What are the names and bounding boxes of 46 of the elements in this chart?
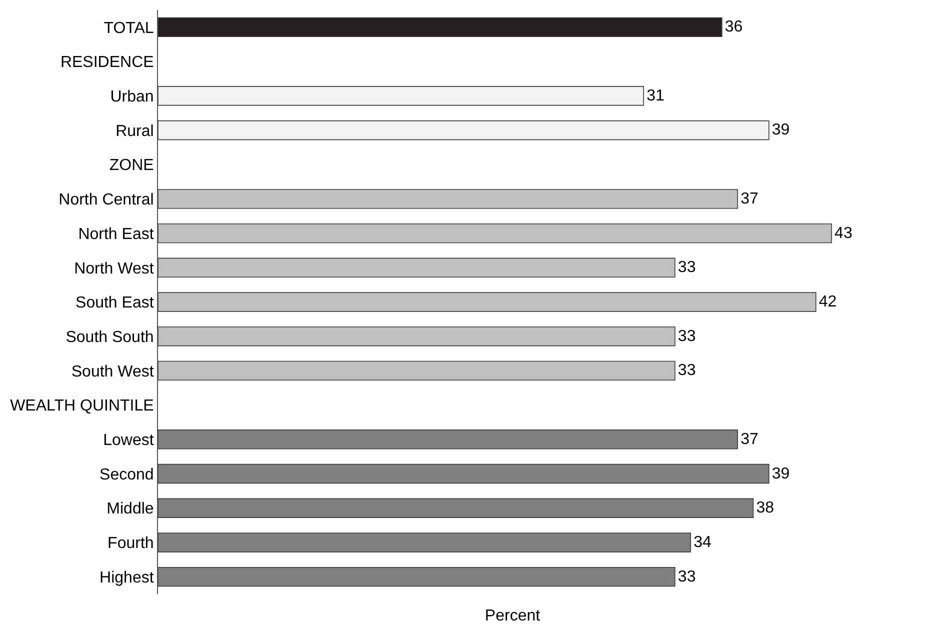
y-tick-label: ZONE [109, 157, 154, 174]
bar [158, 120, 770, 140]
data-label: 42 [818, 294, 837, 310]
y-tick-label: Rural [116, 122, 154, 140]
data-label: 31 [646, 87, 664, 104]
data-label: 34 [694, 534, 712, 551]
x-axis-title: Percent [484, 608, 541, 625]
bar [158, 464, 770, 484]
bar [158, 498, 754, 518]
data-label: 39 [772, 122, 790, 139]
bar [158, 17, 722, 38]
bar [158, 326, 676, 346]
bar [158, 360, 676, 381]
y-tick-label: TOTAL [104, 20, 154, 37]
y-tick-label: South East [76, 294, 154, 312]
bar [158, 292, 816, 312]
bar [158, 223, 832, 244]
bar [158, 258, 676, 278]
y-tick-label: North East [78, 226, 154, 243]
data-label: 33 [678, 568, 696, 586]
data-label: 33 [678, 259, 696, 276]
bar [158, 86, 644, 106]
y-tick-label: Second [100, 466, 154, 484]
data-label: 37 [740, 190, 758, 208]
y-tick-label: Lowest [103, 432, 154, 450]
data-label: 39 [772, 465, 790, 482]
bar [158, 430, 738, 450]
y-tick-label: Urban [110, 88, 154, 106]
data-label: 43 [834, 224, 852, 242]
y-tick-label: South South [66, 328, 154, 346]
data-label: 36 [724, 18, 743, 36]
data-label: 37 [740, 430, 758, 448]
y-tick-label: Middle [106, 500, 154, 518]
bar [158, 189, 738, 209]
y-tick-label: Highest [100, 569, 154, 586]
y-tick-label: WEALTH QUINTILE [10, 398, 154, 415]
bar [158, 566, 676, 587]
data-label: 33 [678, 362, 696, 380]
y-tick-label: RESIDENCE [60, 54, 154, 72]
y-tick-label: Fourth [108, 535, 154, 552]
data-label: 38 [756, 500, 774, 517]
y-tick-label: North Central [58, 192, 154, 209]
bar [158, 532, 691, 552]
data-label: 33 [678, 328, 696, 345]
y-tick-label: North West [74, 260, 154, 278]
y-tick-label: South West [71, 363, 154, 380]
